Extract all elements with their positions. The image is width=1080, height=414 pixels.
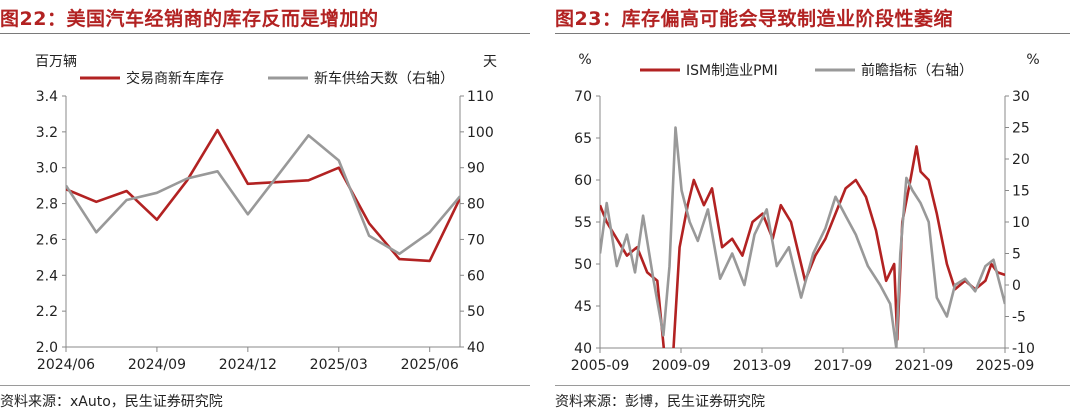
right-chart-panel: 图23：库存偏高可能会导致制造业阶段性萎缩 40 45 50 55 60 65 70 -10-… [555, 0, 1080, 414]
x-tick-label: 2024/12 [219, 357, 277, 373]
y-left-tick-label: 70 [574, 89, 592, 105]
x-tick-label: 2017-09 [814, 358, 873, 374]
y-left-tick-label: 3.4 [36, 89, 58, 105]
y-left-tick-label: 55 [574, 215, 592, 231]
y-right-tick-label: 110 [467, 89, 494, 105]
y-right-tick-label: -5 [1012, 310, 1026, 326]
x-tick-label: 2025/03 [310, 357, 368, 373]
y-right-tick-label: 60 [467, 268, 485, 284]
y-right-tick-label: 100 [467, 125, 494, 141]
y-right-tick-label: -10 [1012, 341, 1035, 357]
series-line-1 [66, 128, 460, 263]
y-left-tick-label: 40 [574, 341, 592, 357]
left-chart-title: 图22：美国汽车经销商的库存反而是增加的 [0, 8, 379, 30]
y-right-tick-label: 80 [467, 197, 485, 213]
y-right-tick-label: 5 [1012, 247, 1021, 263]
x-tick-label: 2025-09 [976, 358, 1035, 374]
x-tick-label: 2013-09 [733, 358, 792, 374]
y-right-tick-label: 25 [1012, 121, 1030, 137]
x-tick-label: 2024/09 [128, 357, 186, 373]
legend-label-2: 新车供给天数（右轴） [314, 70, 454, 87]
right-title-rule [555, 33, 1070, 34]
y-right-tick-label: 50 [467, 304, 485, 320]
y-right-tick-label: 90 [467, 161, 485, 177]
y-right-tick-label: 15 [1012, 184, 1030, 200]
y-left-tick-label: 3.2 [36, 125, 58, 141]
y-right-tick-label: 10 [1012, 215, 1030, 231]
y-left-tick-label: 45 [574, 299, 592, 315]
y-left-tick-label: 2.0 [36, 340, 58, 356]
x-tick-label: 2024/06 [37, 357, 95, 373]
y-right-tick-label: 40 [467, 340, 485, 356]
legend-label-1: ISM制造业PMI [686, 63, 778, 79]
left-title-rule [0, 33, 530, 34]
legend-label-2: 前瞻指标（右轴） [861, 62, 973, 79]
y-left-tick-label: 2.8 [36, 197, 58, 213]
y-right-tick-label: 0 [1012, 278, 1021, 294]
y-left-tick-label: 65 [574, 131, 592, 147]
right-axis-unit: 天 [483, 54, 497, 70]
y-right-tick-label: 30 [1012, 89, 1030, 105]
y-right-tick-label: 70 [467, 232, 485, 248]
y-left-tick-label: 2.6 [36, 232, 58, 248]
left-chart-svg: 2.0 2.2 2.4 2.6 2.8 3.0 3.2 3.4 40 50 60 70 80 90 100 1… [35, 54, 497, 373]
legend-label-1: 交易商新车库存 [126, 70, 224, 87]
left-axis-unit: 百万辆 [35, 54, 77, 70]
right-chart-source: 资料来源：彭博，民生证券研究院 [555, 394, 765, 410]
right-chart-svg: 40 45 50 55 60 65 70 -10 -5 0 5 10 15 20 25 30% % 2005-09… [571, 52, 1040, 374]
y-left-tick-label: 2.2 [36, 304, 58, 320]
series-line-2 [600, 126, 1005, 348]
left-axis-unit: % [578, 52, 591, 68]
x-tick-label: 2021-09 [895, 358, 954, 374]
series-line-1 [600, 145, 1005, 348]
right-chart-title: 图23：库存偏高可能会导致制造业阶段性萎缩 [555, 8, 953, 30]
y-left-tick-label: 3.0 [36, 161, 58, 177]
left-source-rule [0, 385, 530, 386]
x-tick-label: 2009-09 [652, 358, 711, 374]
right-source-rule [555, 385, 1070, 386]
y-left-tick-label: 2.4 [36, 268, 58, 284]
y-right-tick-label: 20 [1012, 152, 1030, 168]
series-line-2 [66, 134, 460, 256]
left-chart-panel: 图22：美国汽车经销商的库存反而是增加的 2.0 2.2 2.4 2.6 2.8 3.0 3… [0, 8, 530, 410]
y-left-tick-label: 60 [574, 173, 592, 189]
x-tick-label: 2005-09 [571, 358, 630, 374]
y-left-tick-label: 50 [574, 257, 592, 273]
right-axis-unit: % [1026, 52, 1039, 68]
left-chart-source: 资料来源：xAuto，民生证券研究院 [0, 394, 223, 410]
x-tick-label: 2025/06 [401, 357, 459, 373]
